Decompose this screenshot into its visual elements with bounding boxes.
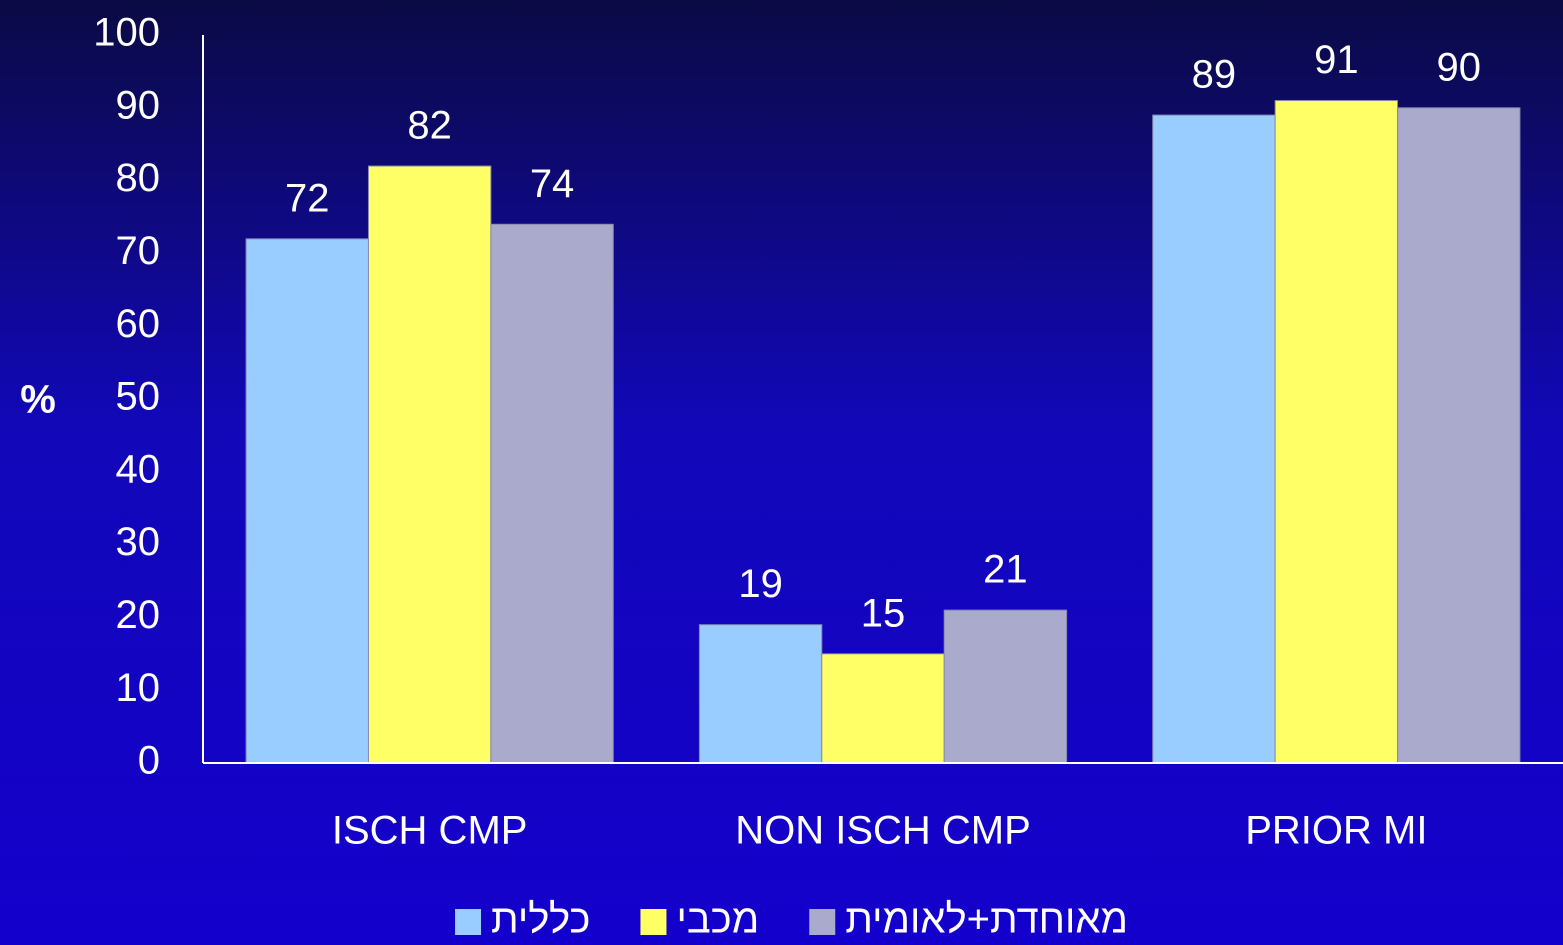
x-tick-label: NON ISCH CMP: [735, 809, 1031, 853]
bar: [245, 238, 369, 764]
data-label: 82: [407, 104, 452, 148]
bar: [367, 165, 492, 764]
y-axis-label: %: [20, 378, 56, 422]
bar: [1397, 107, 1521, 764]
legend-label: מכבי: [676, 898, 759, 942]
bar: [943, 609, 1068, 764]
y-tick-label: 0: [138, 739, 160, 783]
y-tick-label: 70: [116, 229, 161, 273]
legend-swatch: [455, 909, 482, 935]
data-label: 19: [738, 562, 783, 606]
data-label: 72: [285, 176, 330, 220]
x-tick-label: ISCH CMP: [332, 809, 528, 853]
y-tick-label: 90: [116, 83, 161, 127]
bar: [1152, 114, 1276, 764]
y-tick-label: 30: [116, 520, 161, 564]
data-label: 89: [1192, 53, 1237, 97]
bar: [1274, 100, 1399, 764]
x-tick-label: PRIOR MI: [1245, 809, 1427, 853]
y-tick-label: 100: [93, 11, 160, 55]
legend-label: כללית: [491, 898, 590, 942]
y-tick-label: 80: [116, 156, 161, 200]
y-tick-label: 50: [116, 375, 161, 419]
legend-swatch: [640, 909, 667, 935]
data-label: 74: [530, 162, 575, 206]
bar: [490, 223, 614, 764]
y-tick-label: 40: [116, 447, 161, 491]
y-tick-label: 60: [116, 302, 161, 346]
bar: [821, 653, 945, 764]
data-label: 90: [1436, 45, 1481, 89]
data-label: 15: [861, 591, 906, 635]
bar: [698, 624, 823, 764]
legend-label: מאוחדת+לאומית: [845, 898, 1128, 942]
legend-swatch: [809, 909, 836, 935]
data-label: 91: [1314, 38, 1359, 82]
y-tick-label: 20: [116, 593, 161, 637]
y-tick-label: 10: [116, 666, 161, 710]
data-label: 21: [983, 548, 1028, 592]
